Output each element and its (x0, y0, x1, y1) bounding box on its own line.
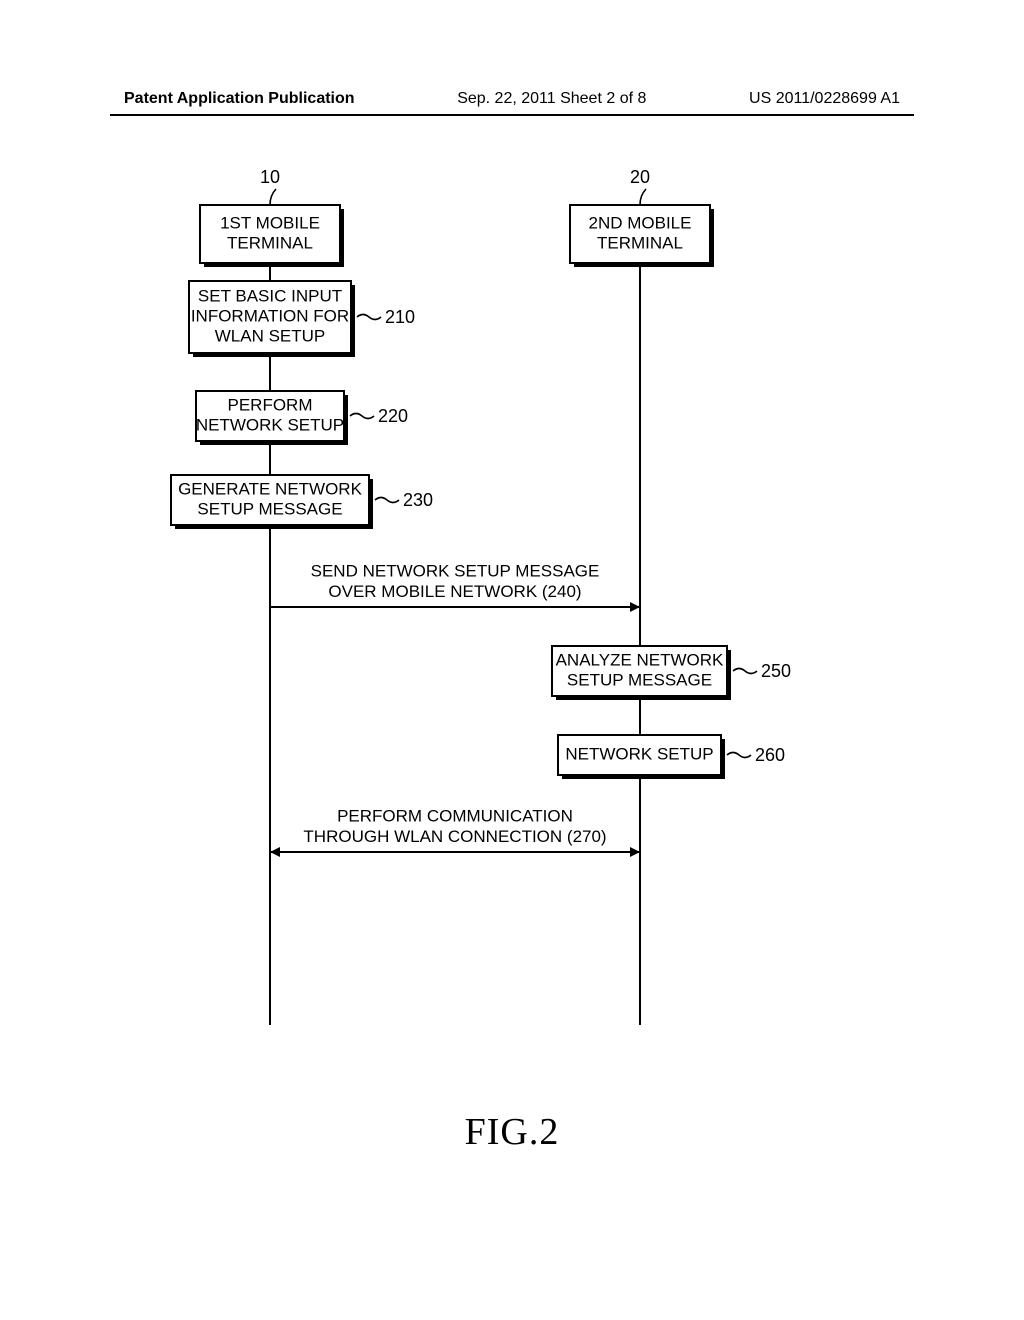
svg-text:220: 220 (378, 406, 408, 426)
svg-text:SEND NETWORK SETUP MESSAGE: SEND NETWORK SETUP MESSAGE (311, 562, 600, 581)
svg-text:20: 20 (630, 167, 650, 187)
svg-text:TERMINAL: TERMINAL (597, 233, 683, 252)
svg-text:SET BASIC INPUT: SET BASIC INPUT (198, 286, 342, 305)
svg-text:210: 210 (385, 307, 415, 327)
page-header: Patent Application Publication Sep. 22, … (0, 90, 1024, 108)
svg-text:INFORMATION FOR: INFORMATION FOR (191, 306, 349, 325)
svg-text:OVER MOBILE NETWORK (240): OVER MOBILE NETWORK (240) (328, 582, 581, 601)
header-right: US 2011/0228699 A1 (749, 90, 900, 108)
svg-text:WLAN SETUP: WLAN SETUP (215, 326, 326, 345)
svg-text:ANALYZE NETWORK: ANALYZE NETWORK (556, 650, 724, 669)
svg-text:PERFORM: PERFORM (228, 395, 313, 414)
svg-text:1ST MOBILE: 1ST MOBILE (220, 213, 320, 232)
svg-text:NETWORK SETUP: NETWORK SETUP (196, 415, 344, 434)
svg-text:THROUGH WLAN CONNECTION (270): THROUGH WLAN CONNECTION (270) (303, 827, 606, 846)
svg-text:SETUP MESSAGE: SETUP MESSAGE (197, 499, 342, 518)
header-center: Sep. 22, 2011 Sheet 2 of 8 (457, 90, 646, 108)
diagram-svg: 101ST MOBILETERMINAL202ND MOBILETERMINAL… (0, 155, 1024, 1025)
svg-text:NETWORK SETUP: NETWORK SETUP (565, 744, 713, 763)
header-left: Patent Application Publication (124, 90, 355, 108)
header-rule (110, 114, 914, 116)
svg-text:GENERATE NETWORK: GENERATE NETWORK (178, 479, 363, 498)
svg-text:230: 230 (403, 490, 433, 510)
svg-text:250: 250 (761, 661, 791, 681)
svg-text:TERMINAL: TERMINAL (227, 233, 313, 252)
svg-text:10: 10 (260, 167, 280, 187)
svg-text:SETUP MESSAGE: SETUP MESSAGE (567, 670, 712, 689)
svg-text:2ND MOBILE: 2ND MOBILE (589, 213, 692, 232)
sequence-diagram: 101ST MOBILETERMINAL202ND MOBILETERMINAL… (0, 155, 1024, 1025)
figure-label: FIG.2 (0, 1110, 1024, 1154)
svg-text:260: 260 (755, 745, 785, 765)
svg-text:PERFORM COMMUNICATION: PERFORM COMMUNICATION (337, 807, 573, 826)
